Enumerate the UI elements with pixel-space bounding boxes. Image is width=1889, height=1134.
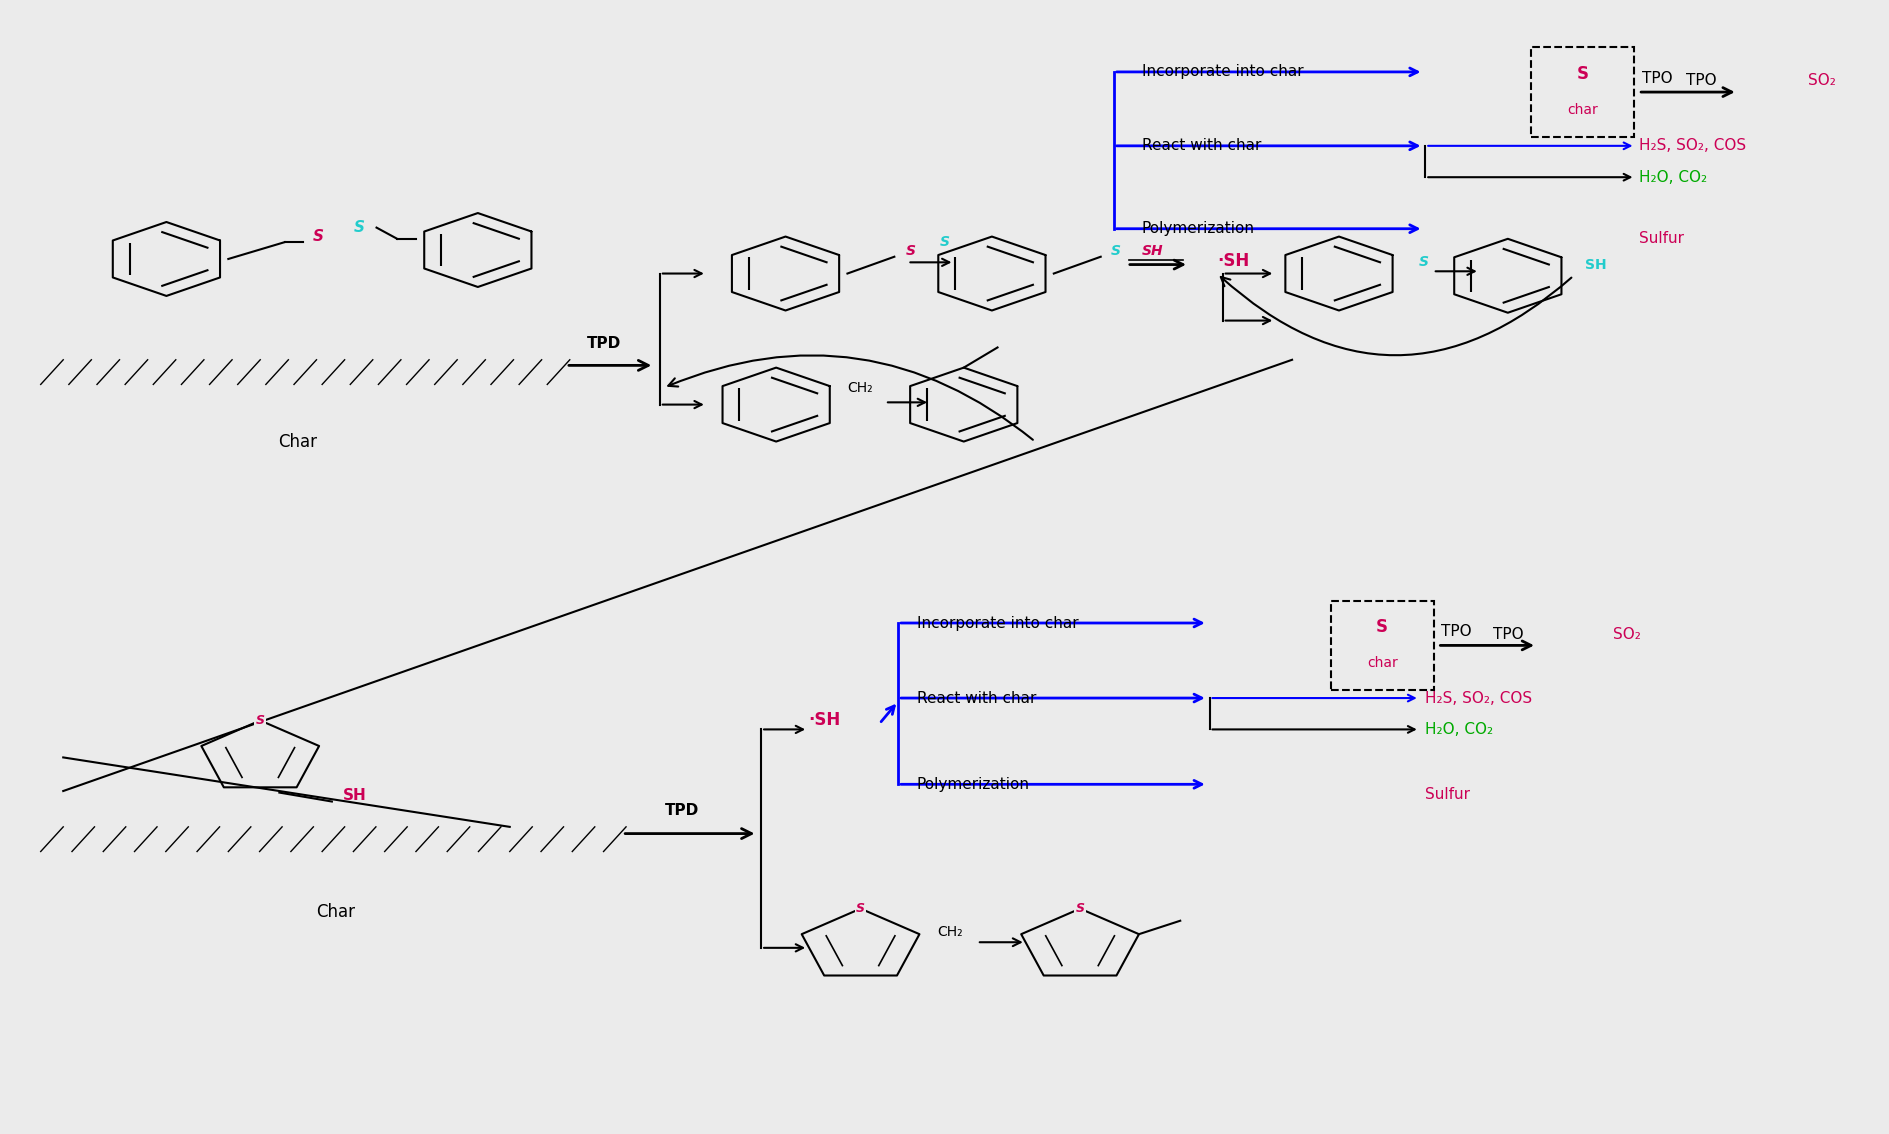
Text: S: S <box>905 244 916 259</box>
Text: S: S <box>353 220 365 235</box>
Text: Char: Char <box>315 903 355 921</box>
Text: TPO: TPO <box>1642 71 1672 86</box>
Text: Sulfur: Sulfur <box>1638 231 1683 246</box>
Text: Sulfur: Sulfur <box>1424 787 1470 802</box>
Text: S: S <box>255 714 264 727</box>
Text: Incorporate into char: Incorporate into char <box>1141 65 1303 79</box>
Text: ·SH: ·SH <box>1217 252 1249 270</box>
Text: S: S <box>1575 65 1589 83</box>
FancyArrowPatch shape <box>1220 277 1570 355</box>
Text: char: char <box>1566 103 1598 117</box>
Text: S: S <box>1111 244 1120 259</box>
Text: Incorporate into char: Incorporate into char <box>916 616 1079 631</box>
Text: TPO: TPO <box>1685 74 1715 88</box>
Text: char: char <box>1366 657 1396 670</box>
Text: S: S <box>1417 255 1428 270</box>
Text: S: S <box>939 235 950 249</box>
Text: S: S <box>1075 903 1084 915</box>
Text: TPD: TPD <box>586 336 620 350</box>
Text: Polymerization: Polymerization <box>1141 221 1254 236</box>
Text: ·SH: ·SH <box>808 711 841 729</box>
Text: H₂O, CO₂: H₂O, CO₂ <box>1424 722 1492 737</box>
Text: H₂S, SO₂, COS: H₂S, SO₂, COS <box>1424 691 1532 705</box>
Text: H₂S, SO₂, COS: H₂S, SO₂, COS <box>1638 138 1745 153</box>
Text: Char: Char <box>278 432 317 450</box>
Text: React with char: React with char <box>1141 138 1260 153</box>
Text: SO₂: SO₂ <box>1808 74 1834 88</box>
Text: Polymerization: Polymerization <box>916 777 1030 792</box>
Text: TPO: TPO <box>1492 627 1523 642</box>
Text: S: S <box>314 229 323 244</box>
Text: TPD: TPD <box>665 803 699 818</box>
Text: SO₂: SO₂ <box>1611 627 1640 642</box>
Text: H₂O, CO₂: H₂O, CO₂ <box>1638 170 1706 185</box>
Text: S: S <box>1375 618 1387 636</box>
Text: CH₂: CH₂ <box>846 381 873 395</box>
Text: S: S <box>856 903 865 915</box>
Text: SH: SH <box>344 788 366 803</box>
Bar <box>1530 48 1634 137</box>
Text: SH: SH <box>1583 257 1606 271</box>
Text: TPO: TPO <box>1441 625 1472 640</box>
Bar <box>1330 601 1434 691</box>
Text: CH₂: CH₂ <box>937 925 963 939</box>
Text: React with char: React with char <box>916 691 1035 705</box>
FancyArrowPatch shape <box>669 355 1033 440</box>
Text: SH: SH <box>1141 244 1164 259</box>
